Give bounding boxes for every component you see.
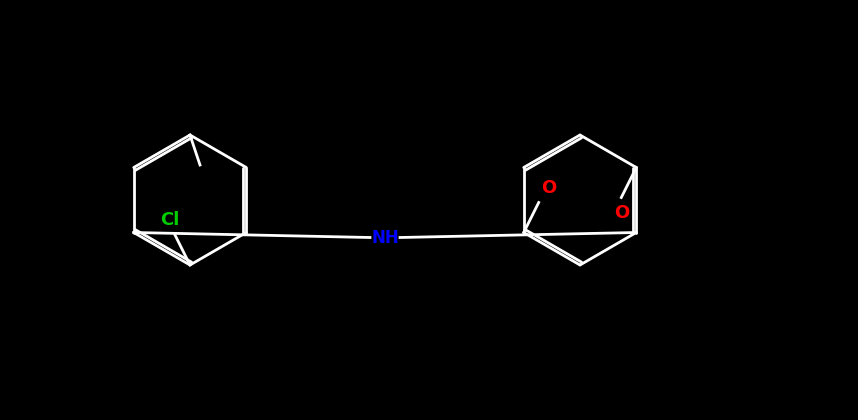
- Text: O: O: [613, 204, 629, 221]
- Text: O: O: [541, 178, 556, 197]
- Text: NH: NH: [372, 228, 399, 247]
- Text: Cl: Cl: [160, 211, 179, 229]
